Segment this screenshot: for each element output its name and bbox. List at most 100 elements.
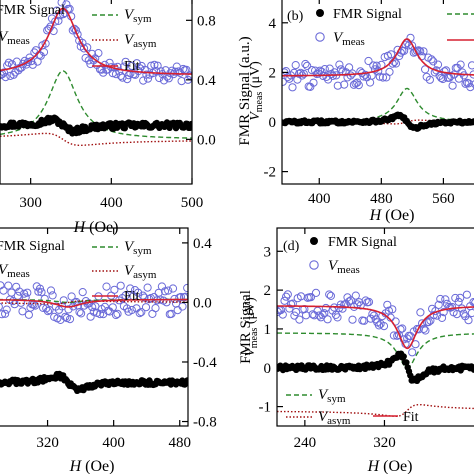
y-tick-label: 2 bbox=[269, 65, 277, 81]
vmeas-point bbox=[151, 304, 160, 313]
vmeas-point bbox=[464, 79, 473, 88]
vmeas-point bbox=[164, 74, 173, 83]
vmeas-point bbox=[2, 305, 11, 314]
vmeas-point bbox=[441, 295, 450, 304]
vmeas-point bbox=[0, 302, 3, 311]
ticks-c: 320 400 480-0.8 -0.4 0.0 0.4 bbox=[36, 228, 217, 451]
vmeas-point bbox=[174, 67, 183, 76]
vmeas-point bbox=[447, 302, 457, 312]
vmeas-point bbox=[79, 44, 89, 53]
vmeas-point bbox=[48, 291, 57, 300]
y-tick-label: 0 bbox=[264, 361, 272, 377]
vmeas-point bbox=[283, 290, 292, 299]
vmeas-point bbox=[421, 326, 430, 335]
vmeas-point bbox=[320, 65, 329, 74]
legend-d: (d) FMR Signal Vmeas Vsym Vasym Fit bbox=[283, 235, 419, 427]
legend-d-fit-label: Fit bbox=[403, 410, 419, 425]
vsym-curve bbox=[282, 87, 474, 123]
vmeas-point bbox=[388, 305, 397, 314]
legend-c-fmr-label: FMR Signal bbox=[0, 239, 65, 254]
vmeas-point bbox=[116, 281, 125, 290]
vmeas-point bbox=[424, 317, 433, 327]
vasym-curve bbox=[0, 132, 192, 146]
vmeas-point bbox=[37, 288, 46, 297]
panel-c: 320 400 480-0.8 -0.4 0.0 0.4 FMR Signal Vmeas… bbox=[0, 227, 260, 474]
y-tick-label: 1 bbox=[264, 322, 272, 338]
legend-d-fmr-marker bbox=[310, 237, 318, 245]
vmeas-point bbox=[61, 312, 70, 321]
y-tick-label: -0.4 bbox=[193, 355, 217, 371]
vmeas-point bbox=[439, 308, 448, 317]
vmeas-point bbox=[326, 291, 335, 300]
vmeas-point bbox=[467, 308, 474, 318]
x-tick-label: 400 bbox=[102, 435, 125, 451]
vmeas-point bbox=[324, 75, 333, 84]
vmeas-point bbox=[437, 73, 446, 83]
x-tick-label: 500 bbox=[181, 195, 204, 211]
vmeas-point bbox=[121, 291, 130, 300]
vmeas-point bbox=[434, 300, 443, 309]
vmeas-point bbox=[456, 60, 465, 69]
vmeas-point bbox=[116, 71, 125, 81]
y-tick-label: 2 bbox=[264, 283, 272, 299]
vmeas-point bbox=[346, 296, 355, 305]
fmr-point bbox=[400, 353, 407, 360]
vmeas-point bbox=[160, 287, 170, 296]
legend-c-vasym-label: Vasym bbox=[124, 263, 157, 281]
vmeas-point bbox=[375, 72, 384, 81]
legend-a-vsym-label: Vsym bbox=[124, 7, 152, 25]
y-tick-label: 4 bbox=[269, 16, 277, 32]
panel-a: 300 400 500 0.0 0.4 0.8 FMR Signal Vmeas Vsym… bbox=[0, 0, 265, 236]
vmeas-point bbox=[361, 70, 370, 79]
vmeas-point bbox=[456, 293, 465, 302]
vmeas-point bbox=[24, 310, 33, 319]
vmeas-point bbox=[346, 71, 355, 80]
vmeas-point bbox=[4, 281, 13, 290]
vmeas-point bbox=[467, 61, 474, 70]
vmeas-point bbox=[394, 330, 403, 339]
vmeas-point bbox=[107, 63, 116, 72]
vmeas-point bbox=[183, 283, 188, 293]
vmeas-point bbox=[59, 296, 68, 305]
vmeas-point bbox=[143, 283, 152, 292]
vmeas-point bbox=[9, 70, 18, 79]
vmeas-point bbox=[433, 60, 443, 69]
legend-a: FMR Signal Vmeas Vsym Vasym Fit bbox=[0, 3, 157, 74]
y-tick-label: 0.4 bbox=[197, 73, 216, 89]
vmeas-point bbox=[127, 61, 137, 71]
vmeas-point bbox=[1, 309, 10, 318]
vmeas-point bbox=[331, 310, 340, 319]
panel-d: 240 320 -1 0 1 2 3 (d) FMR Signal Vmeas Vsym V… bbox=[238, 227, 474, 474]
y-tick-label: -2 bbox=[264, 165, 277, 181]
plot-area-d bbox=[277, 288, 474, 417]
vmeas-point bbox=[299, 69, 308, 78]
vmeas-point bbox=[39, 48, 49, 57]
vmeas-point bbox=[369, 61, 378, 70]
vmeas-point bbox=[408, 348, 417, 357]
vmeas-point bbox=[306, 293, 316, 302]
vmeas-point bbox=[1, 73, 10, 82]
vmeas-point bbox=[448, 81, 457, 90]
panel-c-xlabel: H (Oe) bbox=[69, 458, 115, 474]
vmeas-point bbox=[20, 289, 29, 298]
vmeas-point bbox=[78, 288, 87, 297]
vmeas-point bbox=[23, 288, 32, 297]
vmeas-point bbox=[301, 59, 310, 69]
y-tick-label: 0.0 bbox=[197, 132, 216, 148]
vmeas-point bbox=[315, 311, 324, 320]
vmeas-point bbox=[387, 50, 396, 59]
vmeas-point bbox=[425, 75, 434, 84]
vmeas-point bbox=[168, 284, 178, 293]
vmeas-point bbox=[7, 288, 16, 297]
legend-c: FMR Signal Vmeas Vsym Vasym Fit bbox=[0, 239, 157, 304]
vmeas-point bbox=[416, 308, 425, 317]
vmeas-point bbox=[143, 74, 153, 83]
vmeas-point bbox=[135, 309, 144, 318]
vmeas-point bbox=[75, 308, 84, 317]
vasym-curve bbox=[277, 403, 474, 417]
vmeas-point bbox=[0, 286, 8, 295]
vmeas-point bbox=[336, 300, 345, 309]
vmeas-point bbox=[88, 303, 97, 312]
vmeas-point bbox=[43, 307, 53, 316]
vmeas-point bbox=[0, 310, 7, 319]
